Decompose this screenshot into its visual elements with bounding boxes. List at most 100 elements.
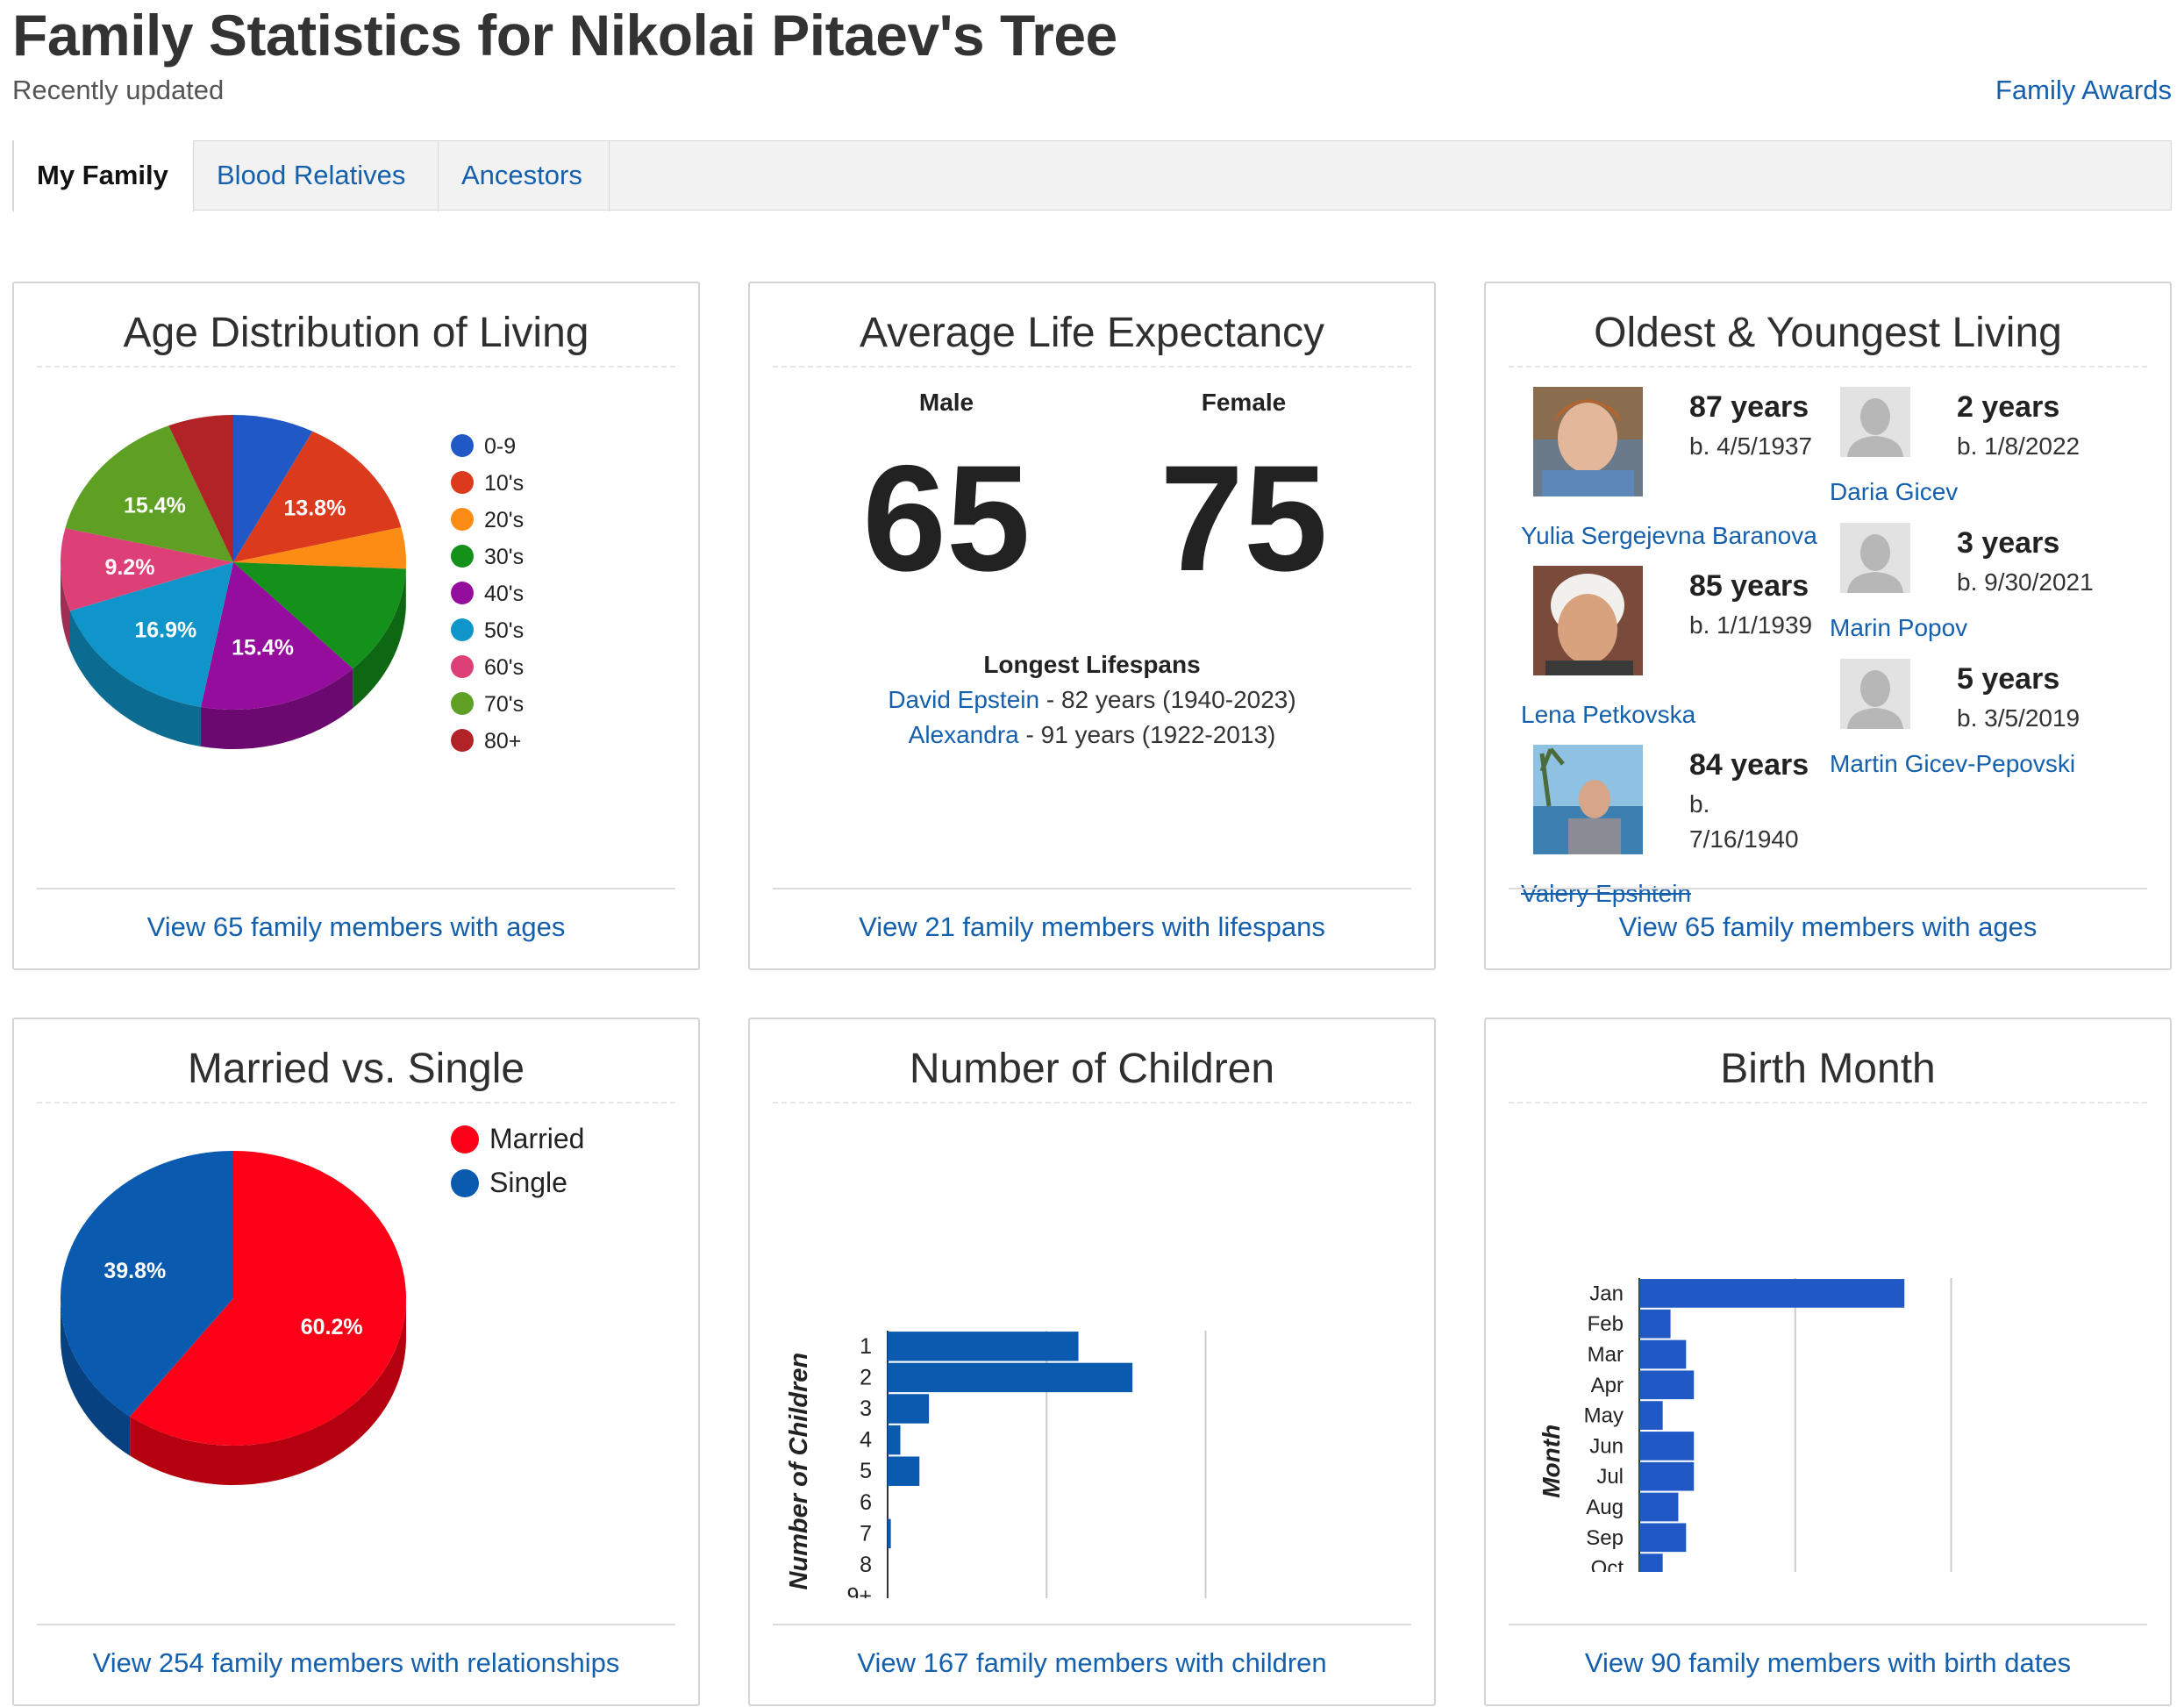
legend-swatch — [451, 692, 474, 716]
pie-slice-side-Single — [61, 1298, 131, 1456]
pie-slice-10's[interactable] — [233, 431, 402, 562]
legend-label: 50's — [484, 618, 525, 643]
pie-value-label: 9.2% — [104, 555, 154, 580]
person-photo[interactable] — [1533, 387, 1643, 496]
bar-3[interactable] — [888, 1394, 930, 1424]
birth-date: b. 9/30/2021 — [1957, 568, 2094, 596]
children-bar-chart: 050100123456789+Number of Children — [785, 1331, 1207, 1598]
legend-swatch — [451, 1168, 479, 1197]
oldest-age: 87 years — [1689, 390, 1809, 424]
view-relationships-link[interactable]: View 254 family members with relationshi… — [37, 1624, 675, 1704]
age-pie-chart: 13.8% 15.4% 16.9% 9.2% 15.4% — [60, 415, 406, 749]
legend-label: Single — [489, 1167, 567, 1198]
legend-swatch — [451, 434, 474, 458]
y-axis-title: Number of Children — [785, 1353, 813, 1590]
pie-value-label: 15.4% — [124, 493, 186, 518]
view-children-link[interactable]: View 167 family members with children — [773, 1624, 1411, 1704]
pie-slice-60's[interactable] — [60, 528, 233, 611]
card-title: Oldest & Youngest Living — [1509, 303, 2147, 368]
pie-slice-side-60's — [61, 562, 71, 651]
lifespan-row: Alexandra - 91 years (1922-2013) — [750, 718, 1434, 753]
person-link[interactable]: Valery Epshtein — [1521, 880, 1692, 907]
legend-swatch — [451, 729, 474, 753]
person-link[interactable]: Martin Gicev-Pepovski — [1830, 750, 2076, 777]
person-link[interactable]: Daria Gicev — [1830, 478, 1959, 505]
pie-value-label: 15.4% — [232, 636, 294, 661]
tab-blood-relatives[interactable]: Blood Relatives — [194, 140, 439, 211]
person-photo[interactable] — [1533, 745, 1643, 854]
bar-1[interactable] — [888, 1332, 1079, 1361]
bar-4[interactable] — [888, 1425, 901, 1455]
legend-label: Married — [489, 1123, 585, 1154]
category-label: Jan — [1589, 1282, 1624, 1305]
bar-Jun[interactable] — [1639, 1432, 1695, 1461]
bar-May[interactable] — [1639, 1401, 1663, 1430]
last-updated-text: Recently updated — [12, 75, 225, 105]
person-link[interactable]: Marin Popov — [1830, 614, 1968, 641]
lifespan-person-link[interactable]: Alexandra — [908, 721, 1019, 748]
view-birth-dates-link[interactable]: View 90 family members with birth dates — [1509, 1624, 2147, 1704]
card-title: Birth Month — [1509, 1039, 2147, 1103]
pie-slice-Married[interactable] — [130, 1151, 407, 1446]
category-label: 3 — [860, 1396, 872, 1421]
pie-slice-20's[interactable] — [233, 527, 406, 569]
pie-slice-50's[interactable] — [70, 562, 233, 708]
bar-5[interactable] — [888, 1456, 920, 1486]
children-card: Number of Children 050100123456789+Numbe… — [748, 1018, 1436, 1706]
bar-Jul[interactable] — [1639, 1461, 1695, 1491]
pie-slice-side-Married — [130, 1298, 406, 1485]
bar-Apr[interactable] — [1639, 1370, 1695, 1400]
pie-value-label: 13.8% — [283, 496, 346, 521]
pie-slice-side-30's — [353, 568, 406, 709]
pie-slice-80+[interactable] — [168, 415, 233, 562]
tab-my-family[interactable]: My Family — [13, 140, 194, 212]
category-label: 9+ — [846, 1584, 872, 1598]
pie-slice-0-9[interactable] — [233, 415, 313, 562]
bar-Feb[interactable] — [1639, 1309, 1671, 1339]
category-label: 6 — [860, 1490, 872, 1515]
legend-item: 50's — [451, 618, 524, 644]
legend-label: 80+ — [484, 729, 522, 754]
legend-item: 30's — [451, 545, 524, 570]
category-label: 2 — [860, 1365, 872, 1389]
person-photo[interactable] — [1533, 566, 1643, 675]
bar-Oct[interactable] — [1639, 1553, 1663, 1572]
pie-value-label: 39.8% — [103, 1259, 166, 1283]
view-ages-link[interactable]: View 65 family members with ages — [1509, 888, 2147, 968]
legend-label: 70's — [484, 692, 525, 717]
bar-Jan[interactable] — [1639, 1279, 1905, 1308]
tab-ancestors[interactable]: Ancestors — [439, 140, 610, 211]
person-link[interactable]: Lena Petkovska — [1521, 701, 1696, 728]
birth-date: b. 4/5/1937 — [1689, 432, 1813, 460]
person-silhouette-icon[interactable] — [1840, 523, 1910, 593]
legend-swatch — [451, 582, 474, 605]
person-silhouette-icon[interactable] — [1840, 387, 1910, 457]
family-awards-link[interactable]: Family Awards — [1995, 75, 2172, 105]
bar-Aug[interactable] — [1639, 1492, 1679, 1522]
legend-label: 10's — [484, 471, 525, 496]
pie-slice-30's[interactable] — [233, 562, 406, 669]
card-title: Number of Children — [773, 1039, 1411, 1103]
legend-item: Married — [451, 1123, 584, 1155]
view-lifespans-link[interactable]: View 21 family members with lifespans — [773, 888, 1411, 968]
view-ages-link[interactable]: View 65 family members with ages — [37, 888, 675, 968]
bar-Mar[interactable] — [1639, 1339, 1687, 1369]
youngest-age: 3 years — [1957, 526, 2060, 560]
pie-slice-70's[interactable] — [65, 425, 233, 562]
legend-swatch — [451, 508, 474, 532]
pie-slice-40's[interactable] — [201, 562, 353, 710]
category-label: Feb — [1588, 1312, 1624, 1336]
category-label: 5 — [860, 1459, 872, 1483]
person-link[interactable]: Yulia Sergejevna Baranova — [1521, 522, 1817, 549]
tab-bar: My Family Blood Relatives Ancestors — [12, 140, 2172, 212]
card-title: Average Life Expectancy — [773, 303, 1411, 368]
person-silhouette-icon[interactable] — [1840, 659, 1910, 729]
legend-label: 0-9 — [484, 434, 517, 459]
pie-slice-Single[interactable] — [61, 1151, 233, 1417]
bar-7[interactable] — [888, 1518, 891, 1549]
bar-2[interactable] — [888, 1362, 1133, 1393]
bar-Sep[interactable] — [1639, 1523, 1687, 1553]
category-label: May — [1584, 1404, 1624, 1428]
pie-slice-side-50's — [70, 611, 202, 747]
lifespan-person-link[interactable]: David Epstein — [888, 686, 1040, 713]
